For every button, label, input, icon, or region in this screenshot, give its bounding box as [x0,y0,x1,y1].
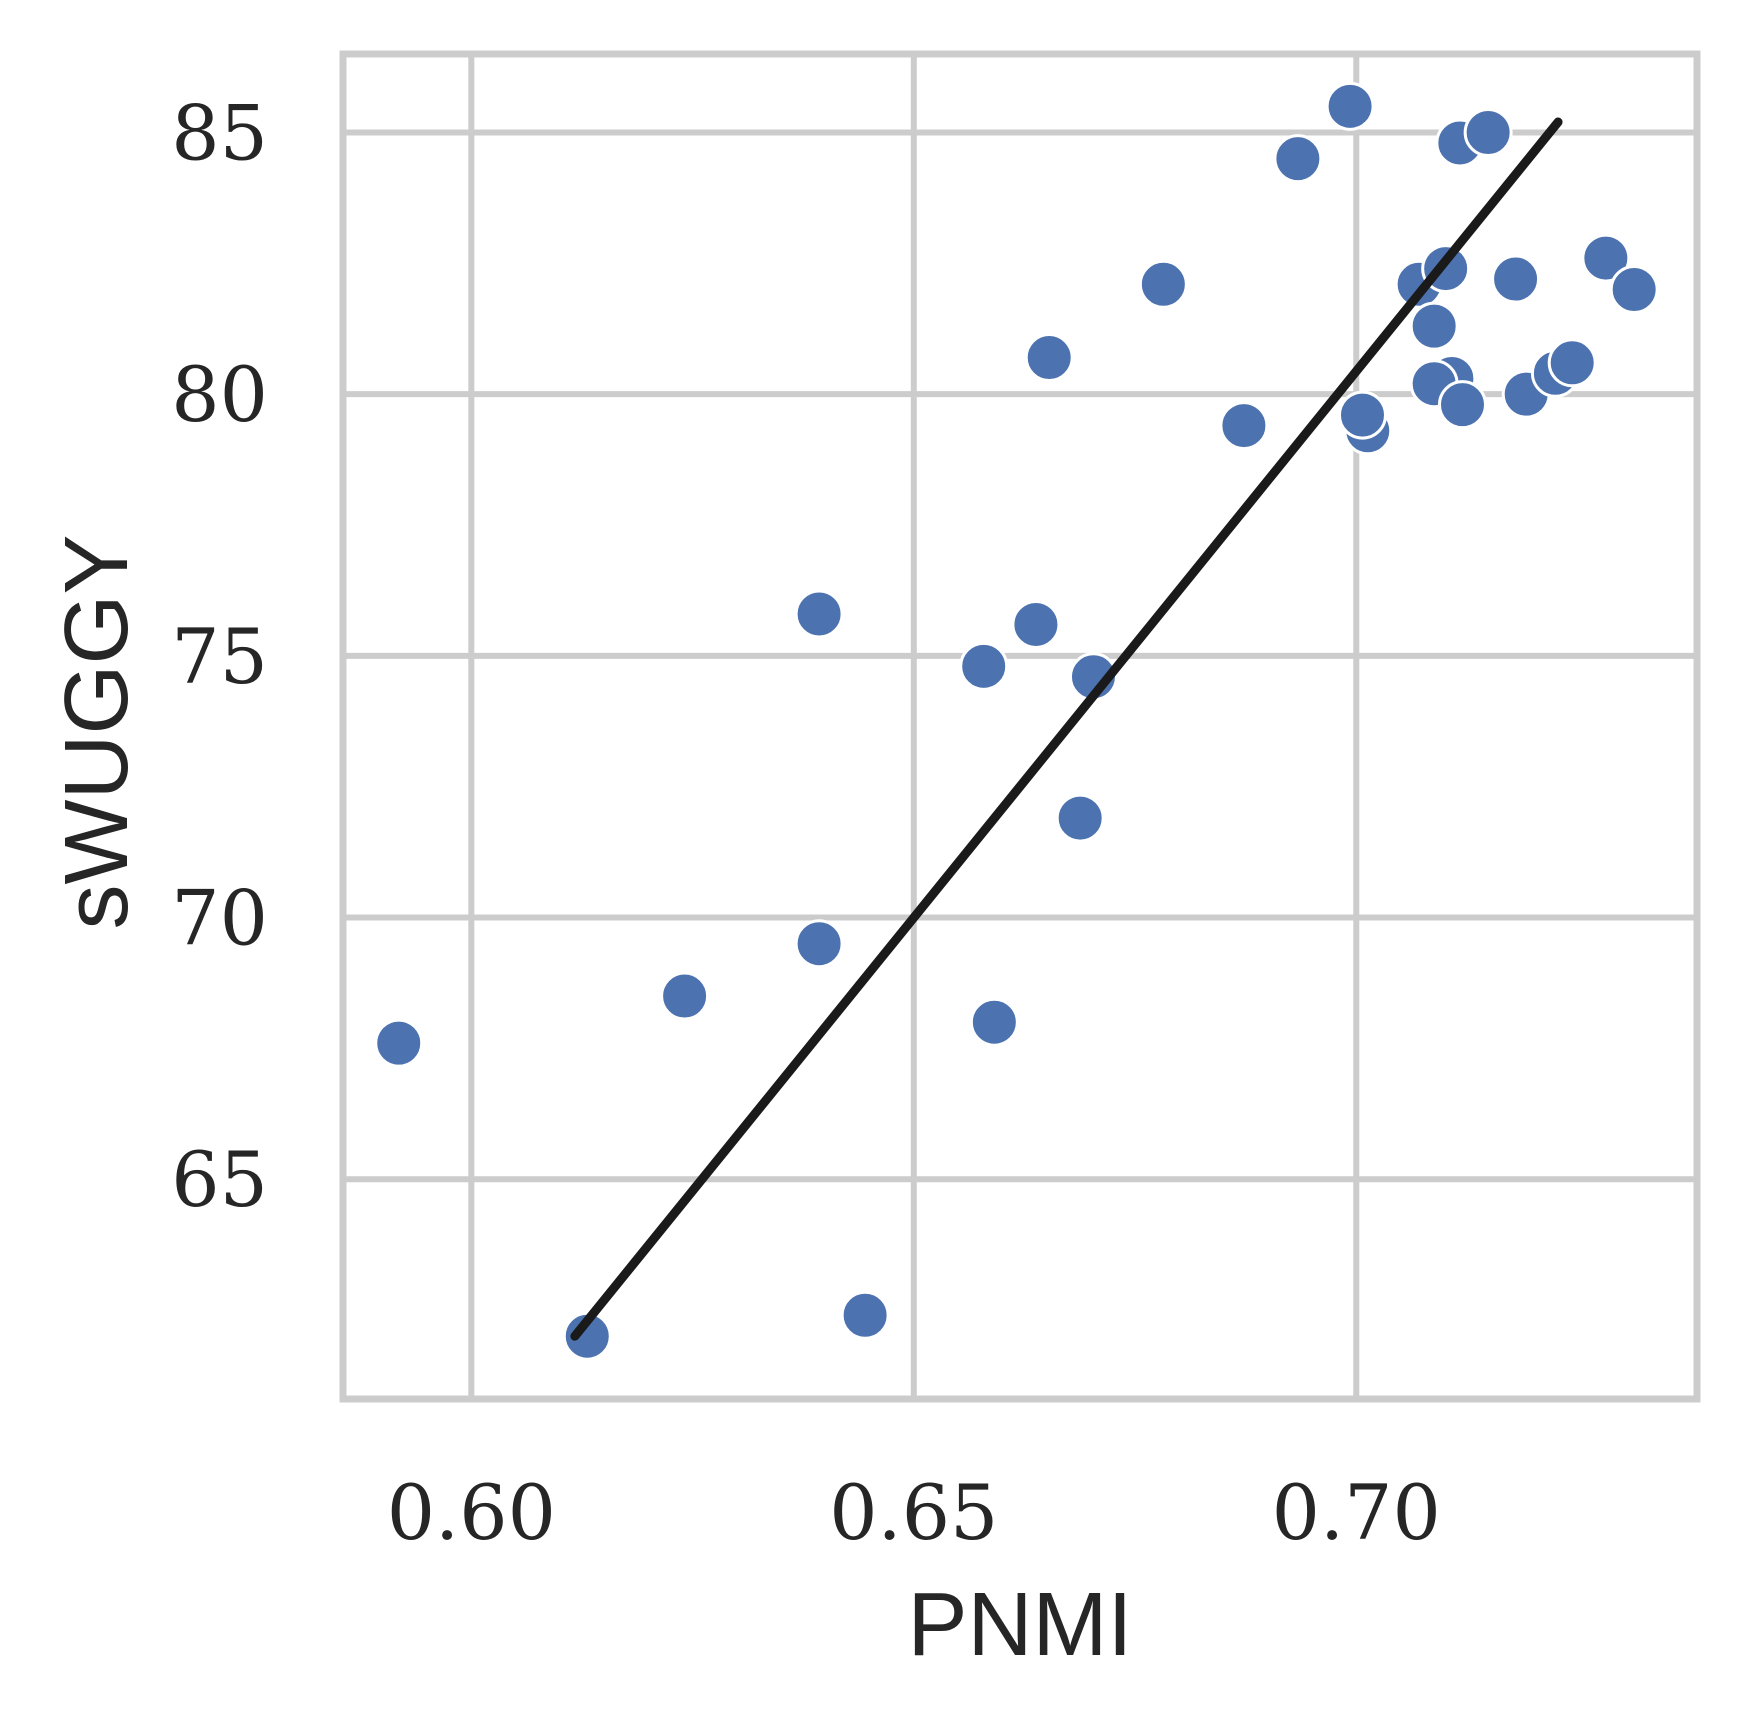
data-point [969,997,1019,1047]
data-point [1138,259,1188,309]
y-tick-label: 80 [171,350,268,439]
y-tick-label: 70 [171,874,268,963]
data-point [1409,301,1459,351]
data-point [562,1311,612,1361]
data-point [794,589,844,639]
y-tick-label: 75 [171,612,268,701]
plot-frame [339,50,1701,1403]
data-point [1011,599,1061,649]
data-point [1273,134,1323,184]
data-point [1055,793,1105,843]
x-tick-label: 0.70 [1272,1468,1441,1557]
y-tick-labels: 65 70 75 80 85 [171,89,268,1225]
data-point [1581,233,1631,283]
regression-line [570,117,1563,1341]
data-point [840,1290,890,1340]
data-point [959,641,1009,691]
y-tick-label: 65 [171,1135,268,1224]
data-point [374,1018,424,1068]
x-axis-title: PNMI [908,1575,1133,1675]
x-tick-label: 0.60 [387,1468,556,1557]
y-gridlines [343,129,1697,1183]
data-point [1491,254,1541,304]
data-point [1337,390,1387,440]
data-point [1463,108,1513,158]
x-tick-labels: 0.60 0.65 0.70 [387,1468,1441,1557]
y-tick-label: 85 [171,89,268,178]
data-point [1219,401,1269,451]
data-point [794,919,844,969]
data-point [1325,81,1375,131]
x-gridlines [468,54,1360,1399]
data-point [660,971,710,1021]
data-points [374,81,1659,1361]
x-tick-label: 0.65 [829,1468,998,1557]
data-point [1547,338,1597,388]
y-axis-title: sWUGGY [47,535,147,930]
data-point [1437,380,1487,430]
data-point [1609,265,1659,315]
data-point [1024,333,1074,383]
